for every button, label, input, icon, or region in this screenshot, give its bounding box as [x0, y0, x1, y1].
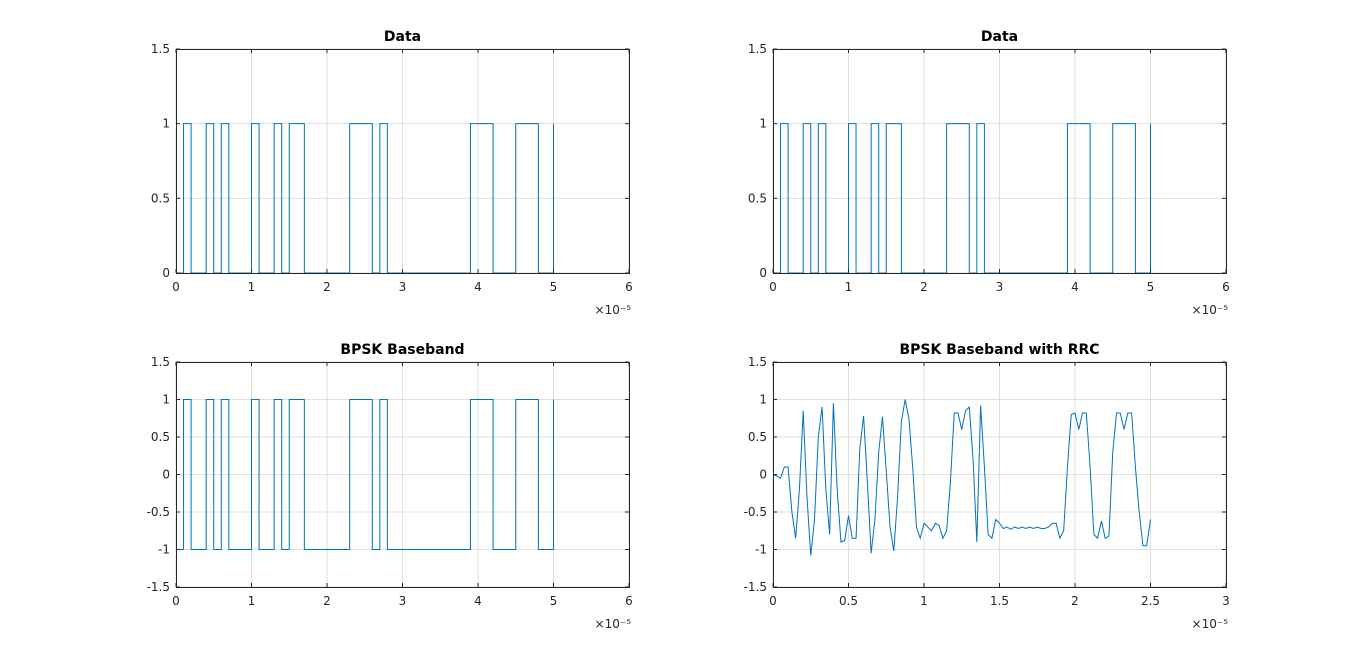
x-tick-label: 1 [920, 594, 928, 608]
y-tick-label: 0 [759, 468, 767, 482]
y-tick-label: 0.5 [151, 430, 170, 444]
x-tick-label: 3 [399, 594, 407, 608]
y-tick-label: 1 [162, 117, 170, 131]
series-line-1 [772, 399, 1151, 556]
x-tick-label: 0 [172, 280, 180, 294]
x-tick-label: 5 [1147, 280, 1155, 294]
x-tick-label: 1.5 [990, 594, 1009, 608]
y-tick-label: 0.5 [748, 191, 767, 205]
y-tick-label: -1 [755, 543, 767, 557]
x-tick-label: 1 [248, 594, 256, 608]
x-tick-label: 6 [625, 280, 633, 294]
x-tick-label: 2 [323, 280, 331, 294]
y-tick-label: 0 [162, 266, 170, 280]
x-tick-label: 3 [996, 280, 1004, 294]
x-exponent-label: ×10⁻⁵ [1192, 303, 1229, 317]
subplot-1: 0 1 2 3 4 5 6 0 0.5 1 1.5 ×10⁻⁵ Data [151, 29, 633, 317]
subplot-3: 0 1 2 3 4 5 6 -1.5 -1 -0.5 0 0.5 1 1.5 ×10⁻⁵ BPSK Baseb… [147, 342, 633, 631]
subplot-4: 0 0.5 1 1.5 2 2.5 3 -1.5 -1 -0.5 0 0.5 1 1.5 ×10⁻⁵ BPSK… [744, 342, 1230, 631]
subplot-title: BPSK Baseband with RRC [899, 342, 1099, 358]
x-tick-label: 3 [399, 280, 407, 294]
x-tick-label: 2.5 [1141, 594, 1160, 608]
x-tick-label: 2 [920, 280, 928, 294]
x-exponent-label: ×10⁻⁵ [1192, 617, 1229, 631]
y-tick-label: 1.5 [748, 355, 767, 369]
x-tick-label: 2 [323, 594, 331, 608]
y-tick-label: 0 [759, 266, 767, 280]
y-tick-label: -1 [158, 543, 170, 557]
x-tick-label: 1 [845, 280, 853, 294]
y-tick-label: 1 [162, 393, 170, 407]
subplot-title: Data [981, 29, 1018, 45]
x-tick-label: 5 [550, 280, 558, 294]
x-tick-label: 3 [1222, 594, 1230, 608]
x-tick-label: 0 [769, 594, 777, 608]
subplot-title: BPSK Baseband [340, 342, 464, 358]
y-tick-label: -1.5 [147, 580, 170, 594]
y-tick-label: 0.5 [748, 430, 767, 444]
y-tick-label: 0 [162, 468, 170, 482]
x-tick-label: 0 [769, 280, 777, 294]
y-tick-label: 0.5 [151, 191, 170, 205]
y-tick-label: 1 [759, 393, 767, 407]
x-tick-label: 2 [1071, 594, 1079, 608]
x-exponent-label: ×10⁻⁵ [595, 303, 632, 317]
x-tick-label: 0 [172, 594, 180, 608]
x-tick-label: 4 [474, 280, 482, 294]
subplot-title: Data [384, 29, 421, 45]
y-tick-label: -1.5 [744, 580, 767, 594]
x-tick-label: 4 [474, 594, 482, 608]
x-tick-label: 5 [550, 594, 558, 608]
y-tick-label: 1.5 [748, 42, 767, 56]
x-tick-label: 0.5 [839, 594, 858, 608]
subplot-2: 0 1 2 3 4 5 6 0 0.5 1 1.5 ×10⁻⁵ Data [748, 29, 1230, 317]
y-tick-label: 1.5 [151, 355, 170, 369]
x-tick-label: 6 [1222, 280, 1230, 294]
x-tick-label: 4 [1071, 280, 1079, 294]
y-tick-label: -0.5 [744, 505, 767, 519]
y-tick-label: 1.5 [151, 42, 170, 56]
series-line-1 [773, 123, 1151, 274]
y-tick-label: 1 [759, 117, 767, 131]
y-tick-label: -0.5 [147, 505, 170, 519]
series-line-1 [176, 399, 554, 550]
x-tick-label: 6 [625, 594, 633, 608]
x-tick-label: 1 [248, 280, 256, 294]
x-exponent-label: ×10⁻⁵ [595, 617, 632, 631]
series-line-1 [176, 123, 554, 274]
